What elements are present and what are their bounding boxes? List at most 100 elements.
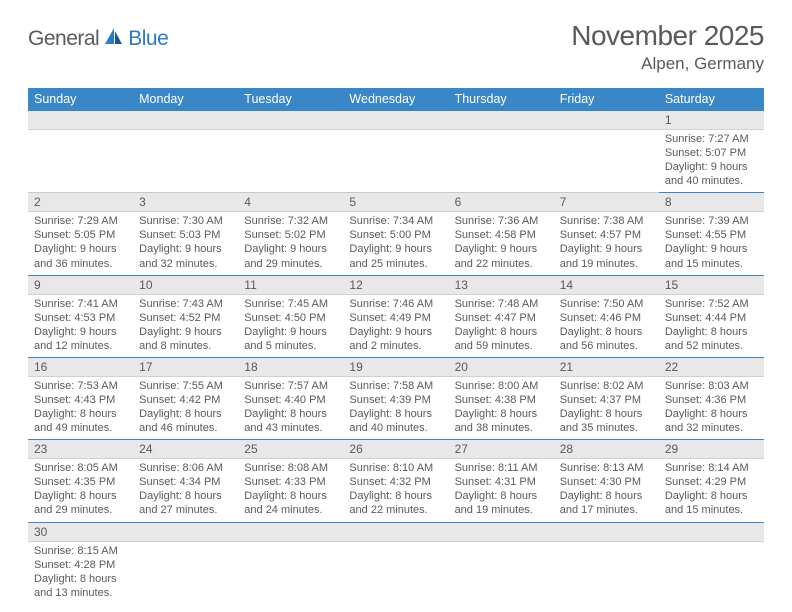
location: Alpen, Germany [571,54,764,74]
daylight-text: Daylight: 8 hours and 24 minutes. [244,489,337,517]
sunrise-text: Sunrise: 8:11 AM [455,461,548,475]
sunrise-text: Sunrise: 8:02 AM [560,379,653,393]
day-content: Sunrise: 8:14 AMSunset: 4:29 PMDaylight:… [659,459,764,521]
calendar-cell: 13Sunrise: 7:48 AMSunset: 4:47 PMDayligh… [449,275,554,357]
day-content: Sunrise: 7:27 AMSunset: 5:07 PMDaylight:… [659,130,764,192]
daylight-text: Daylight: 9 hours and 40 minutes. [665,160,758,188]
daylight-text: Daylight: 8 hours and 46 minutes. [139,407,232,435]
day-number: 11 [238,276,343,295]
daylight-text: Daylight: 9 hours and 8 minutes. [139,325,232,353]
sunset-text: Sunset: 4:55 PM [665,228,758,242]
daylight-text: Daylight: 8 hours and 17 minutes. [560,489,653,517]
daylight-text: Daylight: 9 hours and 5 minutes. [244,325,337,353]
sunset-text: Sunset: 4:42 PM [139,393,232,407]
day-number: 21 [554,358,659,377]
day-number-empty [133,523,238,542]
calendar-cell [28,111,133,193]
calendar-cell: 21Sunrise: 8:02 AMSunset: 4:37 PMDayligh… [554,357,659,439]
day-content: Sunrise: 7:32 AMSunset: 5:02 PMDaylight:… [238,212,343,274]
sunrise-text: Sunrise: 7:36 AM [455,214,548,228]
daylight-text: Daylight: 8 hours and 43 minutes. [244,407,337,435]
sunrise-text: Sunrise: 8:03 AM [665,379,758,393]
day-content: Sunrise: 7:39 AMSunset: 4:55 PMDaylight:… [659,212,764,274]
calendar-cell: 5Sunrise: 7:34 AMSunset: 5:00 PMDaylight… [343,193,448,275]
day-number: 30 [28,523,133,542]
day-number-empty [133,111,238,130]
day-number: 22 [659,358,764,377]
page: General Blue November 2025 Alpen, German… [0,0,792,604]
calendar-cell: 4Sunrise: 7:32 AMSunset: 5:02 PMDaylight… [238,193,343,275]
calendar-table: SundayMondayTuesdayWednesdayThursdayFrid… [28,88,764,604]
calendar-cell [554,522,659,604]
calendar-week: 23Sunrise: 8:05 AMSunset: 4:35 PMDayligh… [28,440,764,522]
sunset-text: Sunset: 4:39 PM [349,393,442,407]
day-number-empty [343,111,448,130]
day-content: Sunrise: 8:03 AMSunset: 4:36 PMDaylight:… [659,377,764,439]
day-number: 10 [133,276,238,295]
calendar-cell: 24 Sunrise: 8:06 AMSunset: 4:34 PMDayligh… [133,440,238,522]
sunrise-text: Sunrise: 7:52 AM [665,297,758,311]
calendar-week: 1Sunrise: 7:27 AMSunset: 5:07 PMDaylight… [28,111,764,193]
day-header: Wednesday [343,88,448,111]
day-number: 14 [554,276,659,295]
calendar-cell [238,111,343,193]
daylight-text: Daylight: 8 hours and 29 minutes. [34,489,127,517]
sunset-text: Sunset: 4:46 PM [560,311,653,325]
daylight-text: Daylight: 9 hours and 19 minutes. [560,242,653,270]
calendar-cell: 1Sunrise: 7:27 AMSunset: 5:07 PMDaylight… [659,111,764,193]
sunrise-text: Sunrise: 7:32 AM [244,214,337,228]
day-header: Sunday [28,88,133,111]
calendar-cell: 19Sunrise: 7:58 AMSunset: 4:39 PMDayligh… [343,357,448,439]
day-number-empty [449,523,554,542]
daylight-text: Daylight: 9 hours and 25 minutes. [349,242,442,270]
day-content: Sunrise: 7:52 AMSunset: 4:44 PMDaylight:… [659,295,764,357]
calendar-cell [133,522,238,604]
calendar-cell [449,522,554,604]
day-number: 12 [343,276,448,295]
header: General Blue November 2025 Alpen, German… [28,20,764,74]
day-number-empty [238,111,343,130]
sunrise-text: Sunrise: 8:06 AM [139,461,232,475]
day-number-empty [659,523,764,542]
calendar-cell: 14Sunrise: 7:50 AMSunset: 4:46 PMDayligh… [554,275,659,357]
calendar-week: 30Sunrise: 8:15 AMSunset: 4:28 PMDayligh… [28,522,764,604]
day-number-empty [343,523,448,542]
calendar-cell: 18Sunrise: 7:57 AMSunset: 4:40 PMDayligh… [238,357,343,439]
day-number-empty [238,523,343,542]
sunset-text: Sunset: 5:03 PM [139,228,232,242]
calendar-cell [238,522,343,604]
calendar-cell: 12Sunrise: 7:46 AMSunset: 4:49 PMDayligh… [343,275,448,357]
day-content: Sunrise: 7:48 AMSunset: 4:47 PMDaylight:… [449,295,554,357]
day-number: 27 [449,440,554,459]
day-content: Sunrise: 7:53 AMSunset: 4:43 PMDaylight:… [28,377,133,439]
calendar-cell: 27Sunrise: 8:11 AMSunset: 4:31 PMDayligh… [449,440,554,522]
sunset-text: Sunset: 4:34 PM [139,475,232,489]
sunrise-text: Sunrise: 8:08 AM [244,461,337,475]
day-number: 13 [449,276,554,295]
sunset-text: Sunset: 5:07 PM [665,146,758,160]
sunset-text: Sunset: 4:33 PM [244,475,337,489]
day-number: 17 [133,358,238,377]
sunrise-text: Sunrise: 7:39 AM [665,214,758,228]
day-content: Sunrise: 7:55 AMSunset: 4:42 PMDaylight:… [133,377,238,439]
sunrise-text: Sunrise: 7:41 AM [34,297,127,311]
daylight-text: Daylight: 8 hours and 27 minutes. [139,489,232,517]
day-number: 29 [659,440,764,459]
sunset-text: Sunset: 5:00 PM [349,228,442,242]
day-number: 24 [133,440,238,459]
calendar-cell: 11Sunrise: 7:45 AMSunset: 4:50 PMDayligh… [238,275,343,357]
day-number: 3 [133,193,238,212]
logo-text-blue: Blue [128,27,168,51]
sunrise-text: Sunrise: 7:48 AM [455,297,548,311]
daylight-text: Daylight: 8 hours and 19 minutes. [455,489,548,517]
daylight-text: Daylight: 9 hours and 22 minutes. [455,242,548,270]
sunrise-text: Sunrise: 8:14 AM [665,461,758,475]
calendar-cell [343,522,448,604]
sunrise-text: Sunrise: 7:57 AM [244,379,337,393]
calendar-cell: 28Sunrise: 8:13 AMSunset: 4:30 PMDayligh… [554,440,659,522]
sunset-text: Sunset: 4:44 PM [665,311,758,325]
day-content: Sunrise: 8:02 AMSunset: 4:37 PMDaylight:… [554,377,659,439]
sunrise-text: Sunrise: 7:53 AM [34,379,127,393]
sunrise-text: Sunrise: 7:30 AM [139,214,232,228]
day-number: 19 [343,358,448,377]
